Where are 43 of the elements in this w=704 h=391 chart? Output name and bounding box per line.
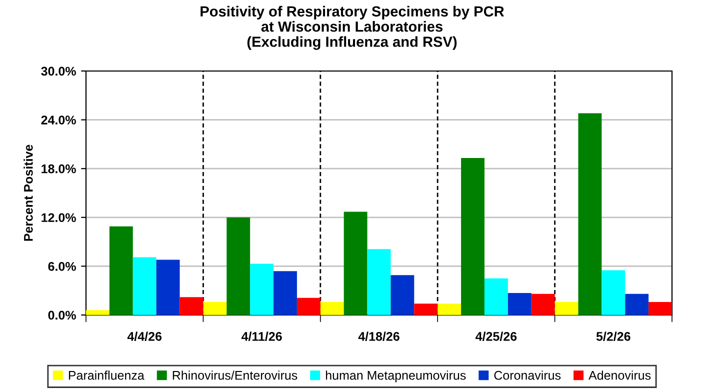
bar [274,271,297,315]
bar [625,294,649,315]
chart-title: Positivity of Respiratory Specimens by PCR at Wisconsin Laboratories (Excluding Influenza and RSV) [200,6,504,50]
bar [438,304,462,315]
bar [320,302,344,315]
legend-label: Adenovirus [588,370,651,380]
y-tick-label: 12.0% [42,213,76,222]
bar [484,278,508,315]
bar [226,217,250,315]
bar [648,302,672,315]
legend-label: Parainfluenza [68,370,144,380]
legend-label: human Metapneumovirus [326,370,466,382]
x-tick-label: 4/4/26 [127,332,162,341]
bar [390,275,414,315]
x-tick-label: 4/25/26 [476,332,517,341]
bar [156,260,180,315]
bar [250,264,274,315]
bar [296,298,320,315]
bar [344,212,368,315]
x-tick-label: 4/18/26 [358,332,400,341]
x-tick-label: 5/2/26 [596,332,630,341]
y-tick-label: 0.0% [48,310,76,320]
bar [531,294,555,315]
bar [109,226,133,315]
x-tick-label: 4/11/26 [241,332,282,341]
y-tick-label: 30.0% [41,66,76,76]
bar [554,302,578,315]
bar [461,158,484,315]
bar [86,310,110,315]
bar [203,302,227,315]
legend-label: Rhinovirus/Enterovirus [172,370,298,380]
y-tick-label: 6.0% [48,262,76,271]
legend-label: Coronavirus [494,370,561,380]
y-axis-title: Percent Positive [24,144,33,241]
y-tick-label: 18.0% [42,164,76,174]
bar [578,113,602,315]
bar [132,257,156,315]
bar [414,304,438,315]
y-tick-label: 24.0% [41,116,76,124]
bar [180,297,204,315]
bar [367,249,391,315]
bar [602,270,626,315]
bar [508,293,532,315]
